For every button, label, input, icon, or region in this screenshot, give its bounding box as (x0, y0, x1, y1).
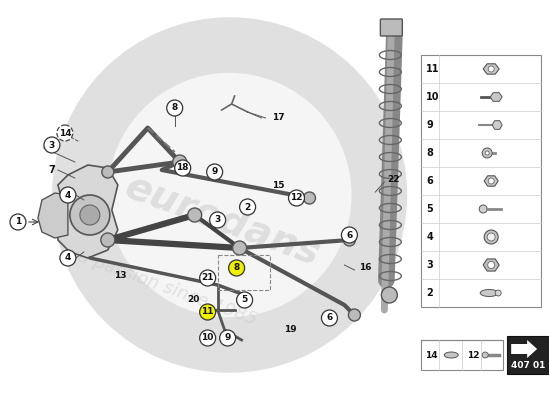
Circle shape (57, 125, 73, 141)
Text: 12: 12 (467, 350, 480, 360)
Circle shape (487, 233, 495, 241)
Circle shape (207, 164, 223, 180)
Circle shape (233, 241, 246, 255)
Ellipse shape (444, 352, 458, 358)
Circle shape (188, 208, 202, 222)
Text: 7: 7 (48, 165, 56, 175)
Text: 11: 11 (426, 64, 440, 74)
Circle shape (321, 310, 338, 326)
Circle shape (482, 352, 488, 358)
Text: 2: 2 (244, 202, 251, 212)
Circle shape (229, 260, 245, 276)
Text: 6: 6 (326, 314, 333, 322)
Circle shape (101, 233, 115, 247)
Bar (421, 340, 503, 370)
Circle shape (60, 250, 76, 266)
Text: 3: 3 (49, 140, 55, 150)
Polygon shape (484, 176, 498, 186)
Circle shape (167, 100, 183, 116)
Text: 22: 22 (387, 176, 400, 184)
Text: a passion since 1985: a passion since 1985 (75, 247, 259, 329)
Circle shape (304, 192, 316, 204)
Circle shape (342, 227, 358, 243)
Circle shape (348, 309, 360, 321)
Circle shape (484, 230, 498, 244)
Circle shape (80, 205, 100, 225)
Text: 4: 4 (65, 190, 71, 200)
Circle shape (60, 187, 76, 203)
Text: 4: 4 (65, 254, 71, 262)
Circle shape (175, 160, 191, 176)
Text: 4: 4 (426, 232, 433, 242)
Text: 9: 9 (426, 120, 433, 130)
Circle shape (173, 155, 186, 169)
Text: 21: 21 (201, 274, 214, 282)
Text: 20: 20 (188, 296, 200, 304)
Bar (421, 55, 541, 307)
Circle shape (485, 151, 489, 155)
Circle shape (482, 148, 492, 158)
Circle shape (240, 199, 256, 215)
Circle shape (200, 270, 216, 286)
Circle shape (236, 292, 252, 308)
Text: 11: 11 (201, 308, 214, 316)
Circle shape (200, 330, 216, 346)
Polygon shape (492, 121, 502, 129)
Circle shape (381, 287, 397, 303)
Circle shape (55, 20, 404, 370)
Circle shape (495, 290, 501, 296)
Text: 6: 6 (346, 230, 353, 240)
Circle shape (488, 66, 494, 72)
Circle shape (289, 190, 305, 206)
Polygon shape (58, 165, 118, 258)
Text: 8: 8 (234, 264, 240, 272)
Polygon shape (490, 93, 502, 101)
Text: 13: 13 (113, 270, 126, 280)
Polygon shape (483, 259, 499, 271)
Circle shape (44, 137, 60, 153)
Text: 3: 3 (426, 260, 433, 270)
Text: 8: 8 (426, 148, 433, 158)
Text: 5: 5 (241, 296, 248, 304)
FancyBboxPatch shape (381, 19, 403, 36)
Text: 5: 5 (426, 204, 433, 214)
Polygon shape (511, 340, 537, 358)
Circle shape (219, 330, 235, 346)
Text: 16: 16 (359, 264, 372, 272)
Text: 9: 9 (224, 334, 231, 342)
Text: 9: 9 (211, 168, 218, 176)
Text: 3: 3 (214, 216, 221, 224)
Circle shape (200, 304, 216, 320)
Text: 1: 1 (15, 218, 21, 226)
Ellipse shape (480, 290, 498, 296)
Text: 10: 10 (426, 92, 440, 102)
Text: 19: 19 (284, 326, 297, 334)
Text: 12: 12 (290, 194, 303, 202)
Circle shape (488, 262, 494, 268)
Text: 8: 8 (172, 104, 178, 112)
Text: 14: 14 (59, 128, 71, 138)
Text: 14: 14 (425, 350, 438, 360)
Circle shape (10, 214, 26, 230)
Text: 17: 17 (272, 114, 284, 122)
Circle shape (102, 166, 114, 178)
Circle shape (70, 195, 110, 235)
Text: eurodans: eurodans (120, 167, 325, 273)
Circle shape (479, 205, 487, 213)
Polygon shape (38, 193, 68, 238)
Text: 407 01: 407 01 (511, 362, 545, 370)
Text: 6: 6 (426, 176, 433, 186)
Polygon shape (483, 64, 499, 74)
Text: 15: 15 (272, 180, 284, 190)
Circle shape (210, 212, 226, 228)
Circle shape (343, 234, 355, 246)
Text: 2: 2 (426, 288, 433, 298)
Text: 18: 18 (177, 164, 189, 172)
Bar (507, 336, 549, 374)
Text: 10: 10 (201, 334, 214, 342)
Circle shape (488, 178, 494, 184)
